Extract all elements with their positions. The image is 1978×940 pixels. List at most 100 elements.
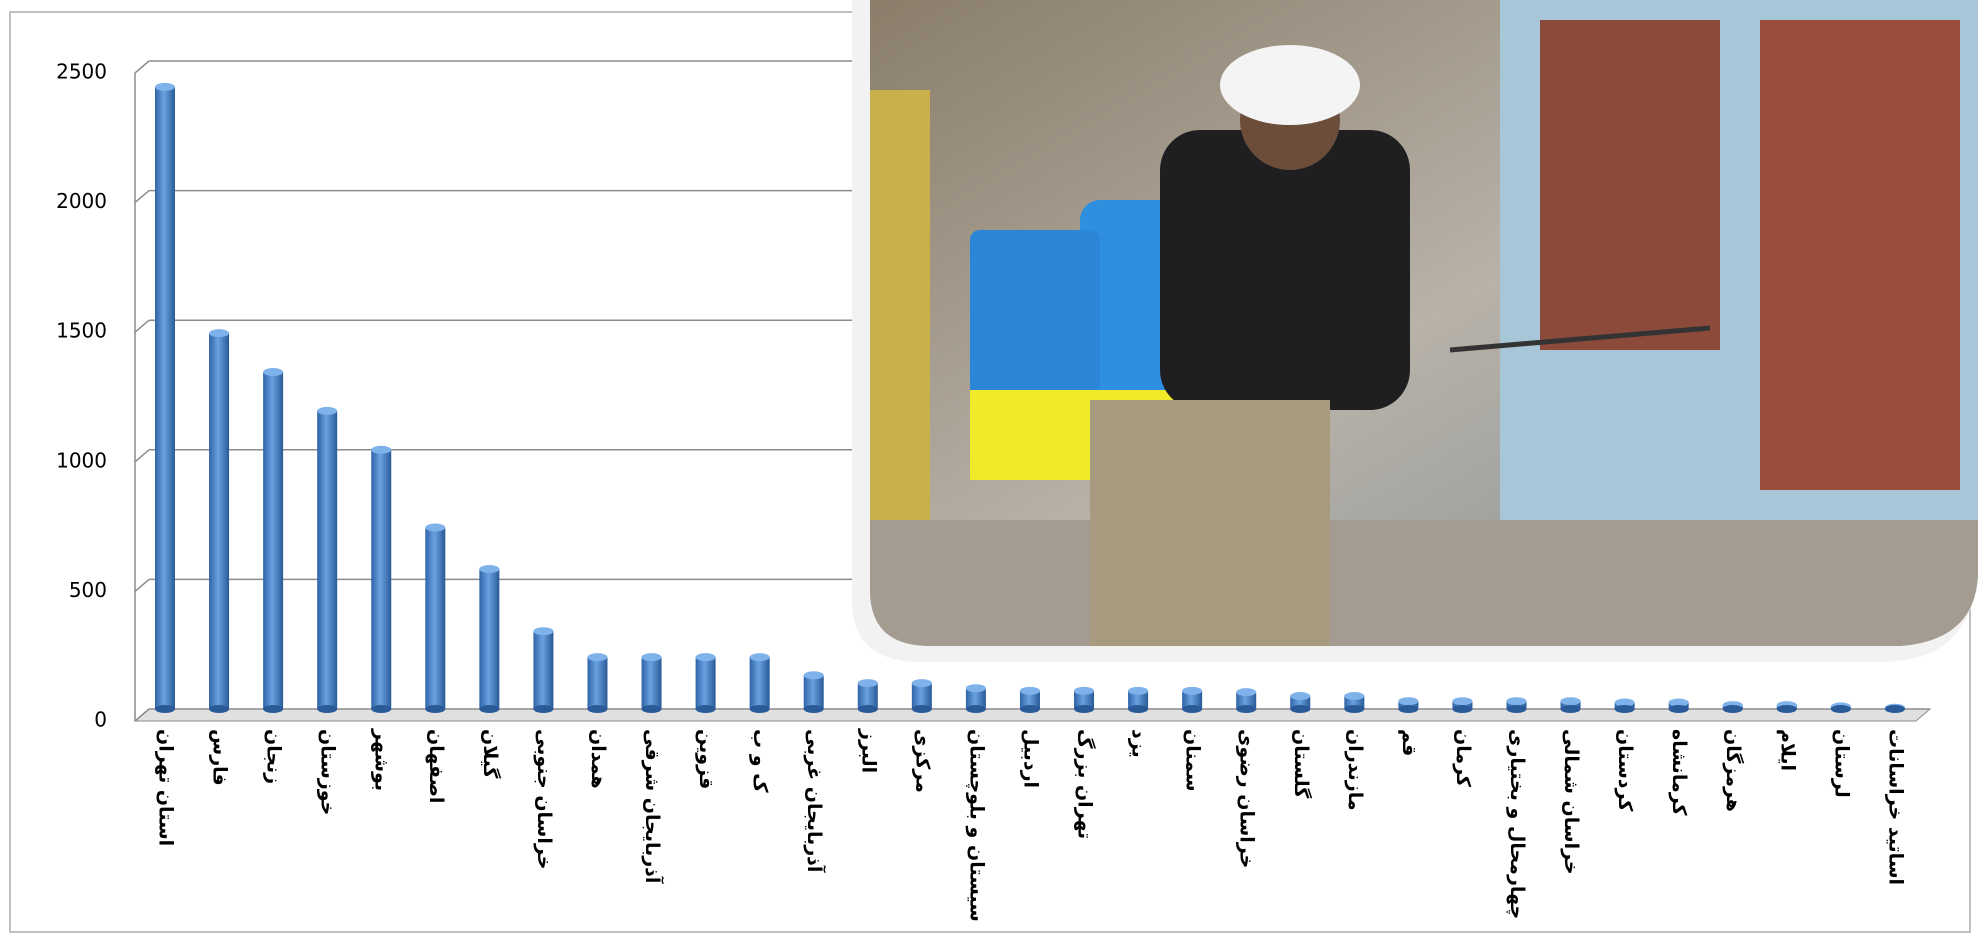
bar-base	[1128, 705, 1149, 713]
bar-top	[1290, 692, 1311, 701]
bar-top	[1236, 688, 1257, 697]
bar-base	[587, 705, 608, 713]
bar	[425, 527, 446, 709]
bar-base	[1830, 705, 1851, 713]
y-tick-label: 0	[94, 708, 107, 732]
bar-base	[1722, 705, 1743, 713]
bar-top	[803, 671, 824, 680]
bar-base	[1560, 705, 1581, 713]
bar	[587, 657, 608, 709]
bar	[533, 631, 554, 709]
bar-top	[371, 445, 392, 454]
bar-base	[1019, 705, 1040, 713]
x-tick-label: قم	[1398, 729, 1420, 756]
bar	[1182, 690, 1203, 709]
x-tick-label: خراسان رضوی	[1236, 729, 1258, 868]
bar-base	[209, 705, 230, 713]
x-tick-label: یزد	[1128, 729, 1150, 758]
y-tick-label: 1000	[56, 448, 107, 472]
bar	[911, 683, 932, 709]
x-tick-label: مازندران	[1344, 729, 1366, 811]
x-tick-label: اردبیل	[1019, 729, 1041, 788]
bar-base	[1452, 705, 1473, 713]
bar-top	[749, 653, 770, 662]
bar-top	[1506, 697, 1527, 706]
y-tick-label: 1500	[56, 319, 107, 343]
x-tick-label: البرز	[857, 728, 879, 773]
bar-top	[533, 627, 554, 636]
bar-top	[1128, 686, 1149, 695]
grid-line	[134, 60, 150, 74]
x-tick-label: کرمان	[1452, 729, 1474, 788]
bar-base	[317, 705, 338, 713]
photo	[852, 0, 1978, 662]
bar-top	[641, 653, 662, 662]
bar-base	[155, 705, 175, 713]
bar-top	[1344, 692, 1365, 701]
bar-top	[1668, 698, 1689, 707]
bar-base	[1776, 705, 1797, 713]
bar	[155, 86, 175, 710]
bar-top	[425, 523, 446, 532]
bar-base	[1506, 705, 1527, 713]
bar	[695, 657, 716, 709]
bar-top	[857, 679, 878, 688]
bar-base	[641, 705, 662, 713]
bar-base	[1398, 705, 1419, 713]
bar-top	[587, 653, 608, 662]
bar	[1128, 690, 1149, 709]
x-tick-label: خوزستان	[317, 729, 339, 815]
bar	[965, 688, 986, 709]
bar-top	[695, 653, 716, 662]
bar-base	[749, 705, 770, 713]
bar	[317, 410, 338, 709]
grid-line	[134, 578, 150, 592]
grid-line	[134, 449, 150, 463]
bar-top	[1019, 686, 1040, 695]
x-tick-label: قزوین	[695, 729, 717, 789]
x-tick-label: سیستان و بلوچستان	[965, 729, 987, 922]
bar-top	[155, 82, 175, 91]
bar-base	[1614, 705, 1635, 713]
bar-top	[1560, 697, 1581, 706]
y-tick-label: 2000	[56, 189, 107, 213]
grid-line	[134, 319, 150, 333]
bar	[371, 449, 392, 709]
bar-base	[1668, 705, 1689, 713]
bar-base	[479, 705, 500, 713]
bar-top	[1398, 697, 1419, 706]
bar	[749, 657, 770, 709]
x-tick-label: چهارمحال و بختیاری	[1506, 729, 1528, 919]
x-tick-label: گلستان	[1290, 729, 1313, 799]
bar-base	[857, 705, 878, 713]
bar-top	[1452, 697, 1473, 706]
x-tick-label: اساتید خراسانات	[1884, 729, 1906, 885]
x-tick-label: گیلان	[479, 729, 502, 779]
bar-base	[1344, 705, 1365, 713]
bar-base	[1290, 705, 1311, 713]
bar	[641, 657, 662, 709]
bar-top	[263, 368, 284, 377]
bar-top	[911, 679, 932, 688]
bar-base	[1236, 705, 1257, 713]
x-tick-label: استان تهران	[155, 729, 177, 846]
x-tick-label: کرمانشاه	[1668, 729, 1690, 817]
grid-line	[134, 190, 150, 204]
bar-top	[479, 565, 500, 574]
x-tick-label: آذربایجان شرقی	[641, 729, 665, 884]
x-tick-label: لرستان	[1830, 729, 1852, 798]
bar-base	[263, 705, 284, 713]
bar-base	[911, 705, 932, 713]
bar-top	[209, 329, 230, 338]
x-tick-label: همدان	[587, 729, 609, 789]
bar-base	[1182, 705, 1203, 713]
x-tick-label: کردستان	[1614, 729, 1636, 812]
x-tick-label: ک و ب	[749, 729, 771, 793]
x-tick-label: بوشهر	[371, 728, 393, 791]
x-tick-label: خراسان شمالی	[1560, 729, 1582, 875]
bar	[1236, 692, 1257, 709]
bar-top	[1074, 686, 1095, 695]
bar-top	[317, 406, 338, 415]
x-tick-label: زنجان	[263, 729, 285, 784]
